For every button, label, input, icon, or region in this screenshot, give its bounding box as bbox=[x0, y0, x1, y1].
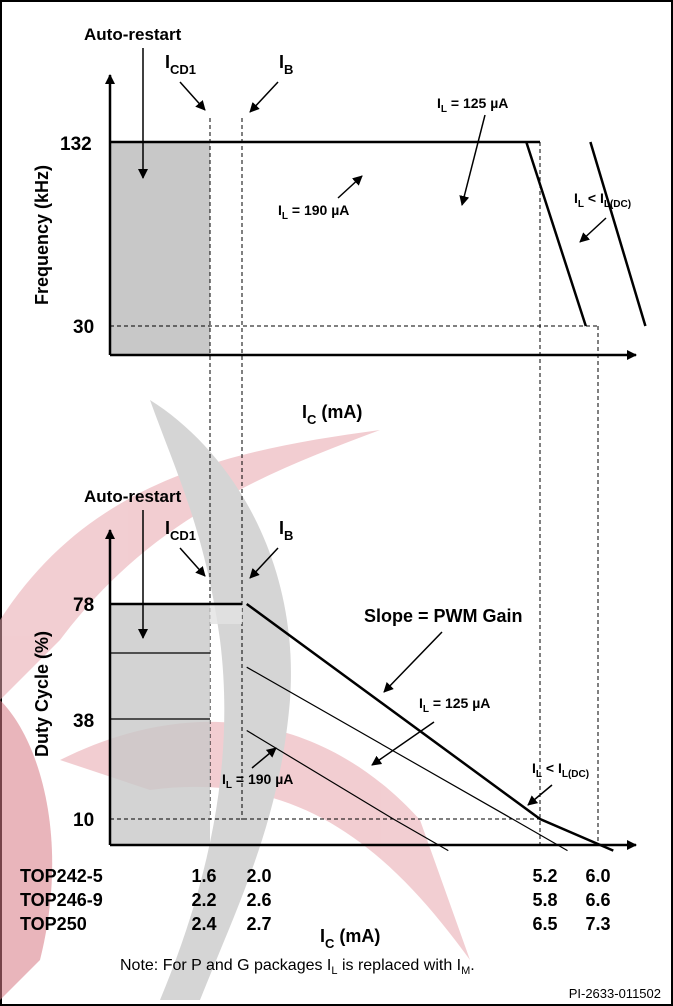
duty-label-il-dc: IL < IL(DC) bbox=[532, 760, 589, 780]
duty-icd1-label: ICD1 bbox=[165, 518, 196, 543]
frequency-arrow-il-dc bbox=[579, 217, 607, 243]
duty-series-2 bbox=[246, 666, 568, 852]
duty-series-1 bbox=[245, 602, 614, 852]
watermark-red-disc bbox=[0, 700, 53, 1000]
duty-slope-label: Slope = PWM Gain bbox=[364, 606, 523, 626]
footnote: Note: For P and G packages IL is replace… bbox=[120, 957, 475, 977]
table-icd1-3: 2.4 bbox=[191, 914, 216, 934]
duty-icd1-arrow bbox=[179, 547, 206, 577]
frequency-label-il-190: IL = 190 µA bbox=[278, 202, 349, 222]
duty-auto-restart-label: Auto-restart bbox=[84, 487, 182, 506]
frequency-icd1-arrow bbox=[179, 81, 206, 111]
frequency-series-1 bbox=[525, 141, 587, 327]
duty-y-tick-78: 78 bbox=[73, 595, 94, 616]
frequency-x-label: IC (mA) bbox=[302, 402, 362, 427]
table-icb-2: 6.6 bbox=[585, 890, 610, 910]
duty-ib-label: IB bbox=[279, 518, 293, 543]
duty-ib-arrow bbox=[249, 547, 279, 579]
frequency-series-group bbox=[525, 141, 647, 327]
duty-cycle-chart: 78 38 10 Duty Cycle (%) Auto-restart ICD… bbox=[32, 487, 637, 852]
table-device-3: TOP250 bbox=[20, 914, 87, 934]
table-ica-2: 5.8 bbox=[532, 890, 557, 910]
duty-series-3 bbox=[246, 729, 449, 852]
table-device-2: TOP246-9 bbox=[20, 890, 103, 910]
frequency-series-2 bbox=[589, 141, 647, 327]
table-icb-1: 6.0 bbox=[585, 866, 610, 886]
frequency-icd1-label: ICD1 bbox=[165, 52, 196, 77]
table-ib-2: 2.6 bbox=[246, 890, 271, 910]
frequency-ib-label: IB bbox=[279, 52, 293, 77]
table-icd1-1: 1.6 bbox=[191, 866, 216, 886]
frequency-auto-restart-label: Auto-restart bbox=[84, 25, 182, 44]
duty-arrow-il-190 bbox=[251, 747, 277, 769]
duty-label-il-125: IL = 125 µA bbox=[419, 695, 490, 715]
duty-arrow-il-125 bbox=[371, 721, 435, 766]
duty-slope-arrow bbox=[383, 631, 443, 693]
duty-shade-strip bbox=[210, 604, 242, 624]
frequency-y-tick-30: 30 bbox=[73, 317, 94, 338]
duty-y-tick-10: 10 bbox=[73, 810, 94, 831]
table-ica-3: 6.5 bbox=[532, 914, 557, 934]
frequency-y-tick-132: 132 bbox=[60, 134, 92, 155]
duty-x-label: IC (mA) bbox=[320, 926, 380, 951]
figure-id: PI-2633-011502 bbox=[569, 986, 661, 1001]
frequency-label-il-dc: IL < IL(DC) bbox=[574, 190, 631, 210]
frequency-arrow-il-190 bbox=[337, 175, 363, 199]
frequency-arrow-il-125 bbox=[459, 114, 486, 206]
watermark-gray-swoosh bbox=[150, 400, 291, 1000]
duty-y-tick-38: 38 bbox=[73, 711, 94, 732]
table-ib-1: 2.0 bbox=[246, 866, 271, 886]
duty-auto-restart-shade bbox=[110, 604, 210, 845]
frequency-label-il-125: IL = 125 µA bbox=[437, 95, 508, 115]
frequency-auto-restart-shade bbox=[110, 142, 210, 355]
duty-series-group bbox=[245, 602, 614, 852]
duty-y-label: Duty Cycle (%) bbox=[32, 631, 52, 757]
duty-label-il-190: IL = 190 µA bbox=[222, 771, 293, 791]
table-icd1-2: 2.2 bbox=[191, 890, 216, 910]
table-device-1: TOP242-5 bbox=[20, 866, 103, 886]
duty-arrow-il-dc bbox=[527, 784, 553, 806]
table-icb-3: 7.3 bbox=[585, 914, 610, 934]
table-ib-3: 2.7 bbox=[246, 914, 271, 934]
frequency-ib-arrow bbox=[249, 81, 279, 113]
frequency-y-label: Frequency (kHz) bbox=[32, 165, 52, 305]
device-table: TOP242-5 1.6 2.0 5.2 6.0 TOP246-9 2.2 2.… bbox=[20, 866, 611, 934]
frequency-chart: 132 30 Frequency (kHz) IC (mA) Auto-rest… bbox=[32, 25, 647, 845]
table-ica-1: 5.2 bbox=[532, 866, 557, 886]
